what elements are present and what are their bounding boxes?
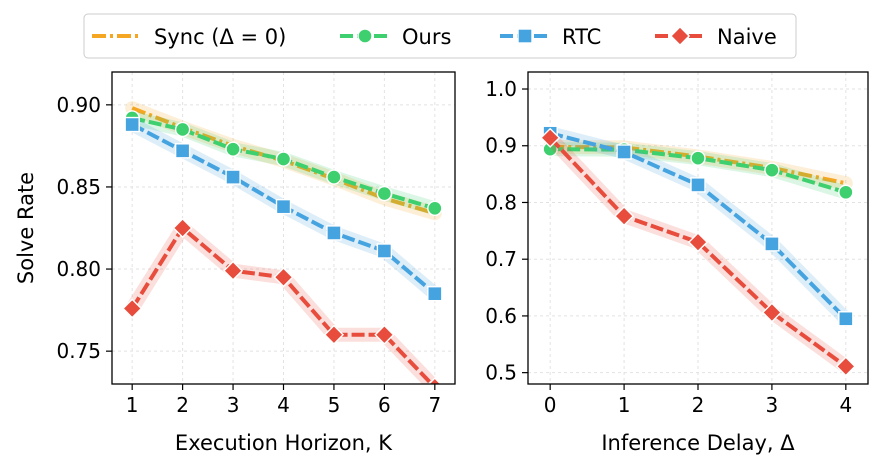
x-axis-label: Inference Delay, Δ — [601, 431, 795, 455]
data-point-rtc-2 — [174, 143, 191, 159]
legend-label-sync-0: Sync (Δ = 0) — [154, 25, 286, 49]
data-point-ours-3 — [225, 141, 241, 157]
data-point-rtc-5 — [326, 225, 342, 241]
data-point-ours-7 — [427, 200, 443, 216]
y-tick-label: 0.85 — [56, 175, 101, 199]
data-point-naive-2 — [172, 217, 193, 239]
legend-marker-ours — [357, 28, 373, 44]
data-point-rtc-1 — [616, 144, 632, 160]
data-point-rtc-3 — [764, 236, 780, 252]
data-point-naive-1 — [613, 205, 635, 227]
x-tick-label: 2 — [692, 393, 705, 417]
data-point-naive-0 — [540, 127, 561, 148]
data-point-ours-5 — [326, 169, 342, 185]
y-tick-label: 0.90 — [56, 93, 101, 117]
data-point-rtc-4 — [838, 311, 854, 327]
data-point-naive-1 — [122, 298, 143, 319]
x-tick-label: 1 — [618, 393, 631, 417]
data-point-naive-6 — [374, 324, 395, 345]
x-tick-label: 7 — [428, 393, 441, 417]
legend-marker-rtc — [517, 28, 533, 44]
data-point-naive-2 — [687, 232, 709, 253]
series-group — [540, 125, 856, 377]
right-panel-inference-delay: 0 1 2 3 4 0.5 0.6 0.7 0.8 0.9 1.0 Inference Delay, … — [485, 71, 869, 455]
x-tick-label: 4 — [839, 393, 852, 417]
data-point-naive-5 — [323, 324, 345, 345]
data-point-ours-4 — [275, 151, 292, 167]
x-tick-label: 4 — [277, 393, 290, 417]
x-tick-label: 2 — [176, 393, 189, 417]
data-point-ours-4 — [838, 184, 854, 200]
series-group — [122, 101, 443, 384]
y-tick-label: 0.9 — [485, 134, 517, 158]
y-tick-label: 0.7 — [485, 247, 517, 271]
legend-frame — [83, 13, 797, 59]
y-tick-label: 0.75 — [56, 339, 101, 363]
data-point-ours-2 — [174, 121, 191, 138]
data-point-naive-3 — [761, 302, 783, 323]
data-point-ours-3 — [764, 162, 780, 178]
data-point-naive-4 — [835, 356, 856, 377]
data-point-naive-3 — [222, 260, 244, 281]
data-point-rtc-1 — [124, 116, 140, 133]
data-point-naive-4 — [273, 267, 294, 288]
y-tick-label: 0.5 — [485, 361, 517, 385]
legend-label-rtc: RTC — [562, 25, 601, 49]
data-point-ours-2 — [690, 150, 706, 166]
x-tick-label: 1 — [126, 393, 139, 417]
y-tick-label: 0.80 — [56, 257, 101, 281]
y-tick-label: 1.0 — [485, 77, 517, 101]
left-panel-execution-horizon: 1 2 3 4 5 6 7 0.75 0.80 0.85 0.90 Execution Horizon… — [14, 71, 456, 455]
data-point-rtc-7 — [427, 285, 443, 302]
x-tick-label: 0 — [544, 393, 557, 417]
legend-label-ours: Ours — [402, 25, 451, 49]
data-point-rtc-6 — [376, 243, 393, 259]
y-tick-label: 0.6 — [485, 304, 517, 328]
x-axis-label: Execution Horizon, K — [175, 431, 393, 455]
legend-marker-naive — [669, 25, 691, 47]
data-point-naive-7 — [428, 377, 442, 384]
legend-label-naive: Naive — [717, 25, 777, 49]
legend: Sync (Δ = 0) Ours RTC Naive — [83, 13, 797, 59]
x-tick-label: 3 — [766, 393, 779, 417]
y-tick-label: 0.8 — [485, 190, 517, 214]
data-point-rtc-2 — [690, 177, 706, 193]
y-axis-label: Solve Rate — [14, 172, 38, 284]
data-point-rtc-3 — [225, 169, 241, 185]
data-point-ours-6 — [376, 185, 393, 202]
data-point-rtc-4 — [275, 198, 292, 215]
series-line-naive — [548, 136, 847, 369]
x-tick-label: 5 — [328, 393, 341, 417]
x-tick-label: 6 — [378, 393, 391, 417]
x-tick-label: 3 — [227, 393, 240, 417]
